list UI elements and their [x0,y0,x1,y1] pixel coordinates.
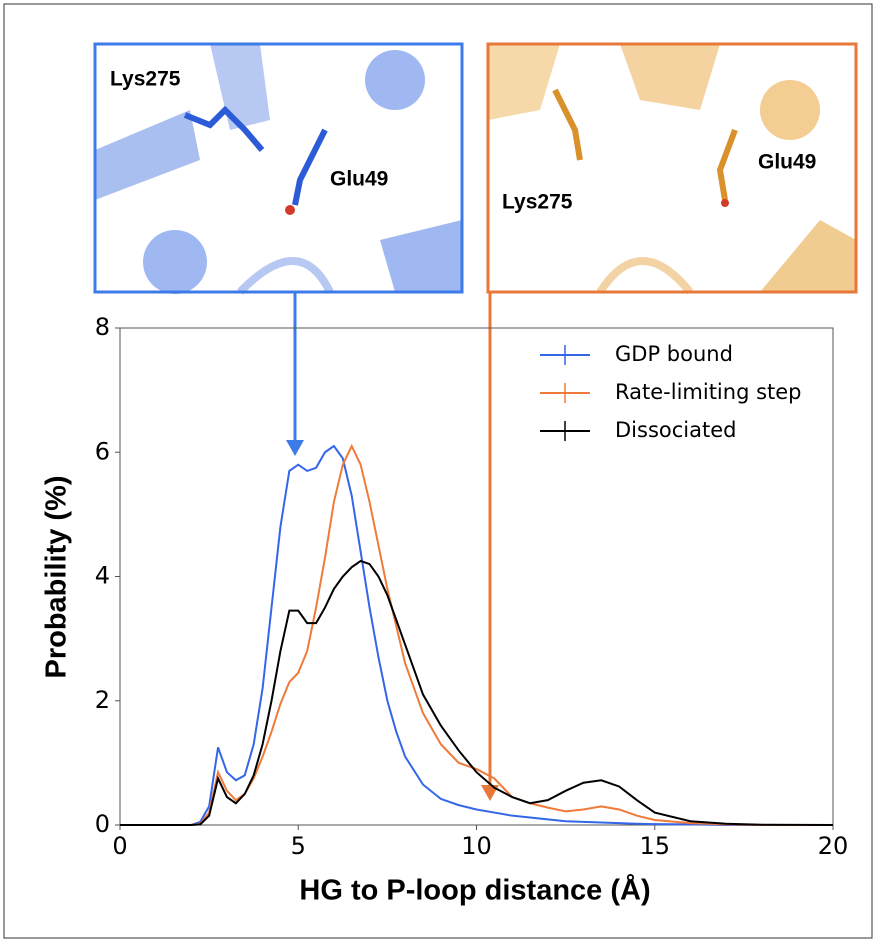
series-line [120,446,833,825]
y-tick-label: 4 [95,562,110,590]
x-tick-label: 15 [639,832,670,860]
x-tick-label: 10 [461,832,492,860]
legend-label: GDP bound [615,342,733,366]
y-tick-label: 8 [95,313,110,341]
y-axis-title: Probability (%) [41,475,73,678]
y-tick-label: 6 [95,437,110,465]
annotation-arrows [286,292,499,801]
legend-label: Rate-limiting step [615,380,802,404]
y-tick-label: 2 [95,686,110,714]
inset-label: Glu49 [758,151,816,174]
x-tick-label: 0 [112,832,127,860]
inset-label: Lys275 [502,191,573,214]
y-tick-label: 0 [95,810,110,838]
inset-label: Glu49 [330,168,388,191]
x-axis-title: HG to P-loop distance (Å) [299,874,650,907]
x-tick-label: 5 [291,832,306,860]
figure: Lys275 Glu49 Lys275 Glu49 HG to P-loop d… [0,0,877,943]
x-tick-label: 20 [818,832,849,860]
legend-label: Dissociated [615,418,736,442]
inset-label: Lys275 [110,68,181,91]
series-line [120,561,833,825]
